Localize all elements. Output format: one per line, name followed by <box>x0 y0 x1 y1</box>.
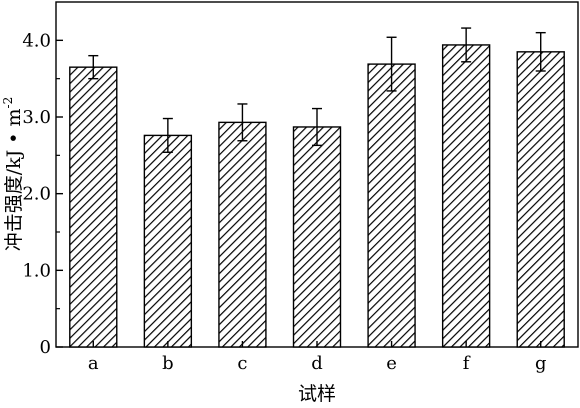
error-bar-c <box>237 103 248 142</box>
bar-d <box>292 126 342 348</box>
error-bar-e <box>386 36 397 92</box>
error-bar-g <box>535 31 546 72</box>
bars-layer <box>69 27 565 348</box>
error-bar-f <box>461 27 472 63</box>
error-bar-b <box>162 117 173 153</box>
y-tick-label: 3.0 <box>22 107 51 128</box>
bar-c <box>218 121 267 348</box>
bar-e <box>367 63 416 348</box>
bar-f <box>441 44 491 348</box>
bar-b <box>143 134 193 348</box>
bar-a <box>69 66 118 348</box>
y-tick-label: 4.0 <box>22 30 51 51</box>
error-bar-d <box>312 107 322 147</box>
x-tick-label-f: f <box>463 353 471 374</box>
y-axis-label-text: 冲击强度/kJ • m <box>3 108 25 251</box>
x-tick-label-c: c <box>237 353 247 374</box>
y-tick-label: 2.0 <box>22 184 51 205</box>
x-tick-label-e: e <box>386 353 397 374</box>
y-axis-ticks: 0 1.0 2.0 3.0 4.0 <box>22 30 63 358</box>
error-bar-a <box>88 54 99 80</box>
y-axis-label: 冲击强度/kJ • m-2 <box>1 97 25 252</box>
x-tick-label-d: d <box>311 353 323 374</box>
bar-g <box>516 51 565 348</box>
x-tick-label-a: a <box>88 353 99 374</box>
x-axis-ticks: a b c d e f g <box>88 341 547 374</box>
y-tick-label: 0 <box>40 337 51 358</box>
x-tick-label-b: b <box>162 353 174 374</box>
x-tick-label-g: g <box>535 353 547 374</box>
y-tick-label: 1.0 <box>22 260 51 281</box>
y-axis-label-superscript: -2 <box>1 97 15 109</box>
x-axis-label: 试样 <box>298 383 336 404</box>
